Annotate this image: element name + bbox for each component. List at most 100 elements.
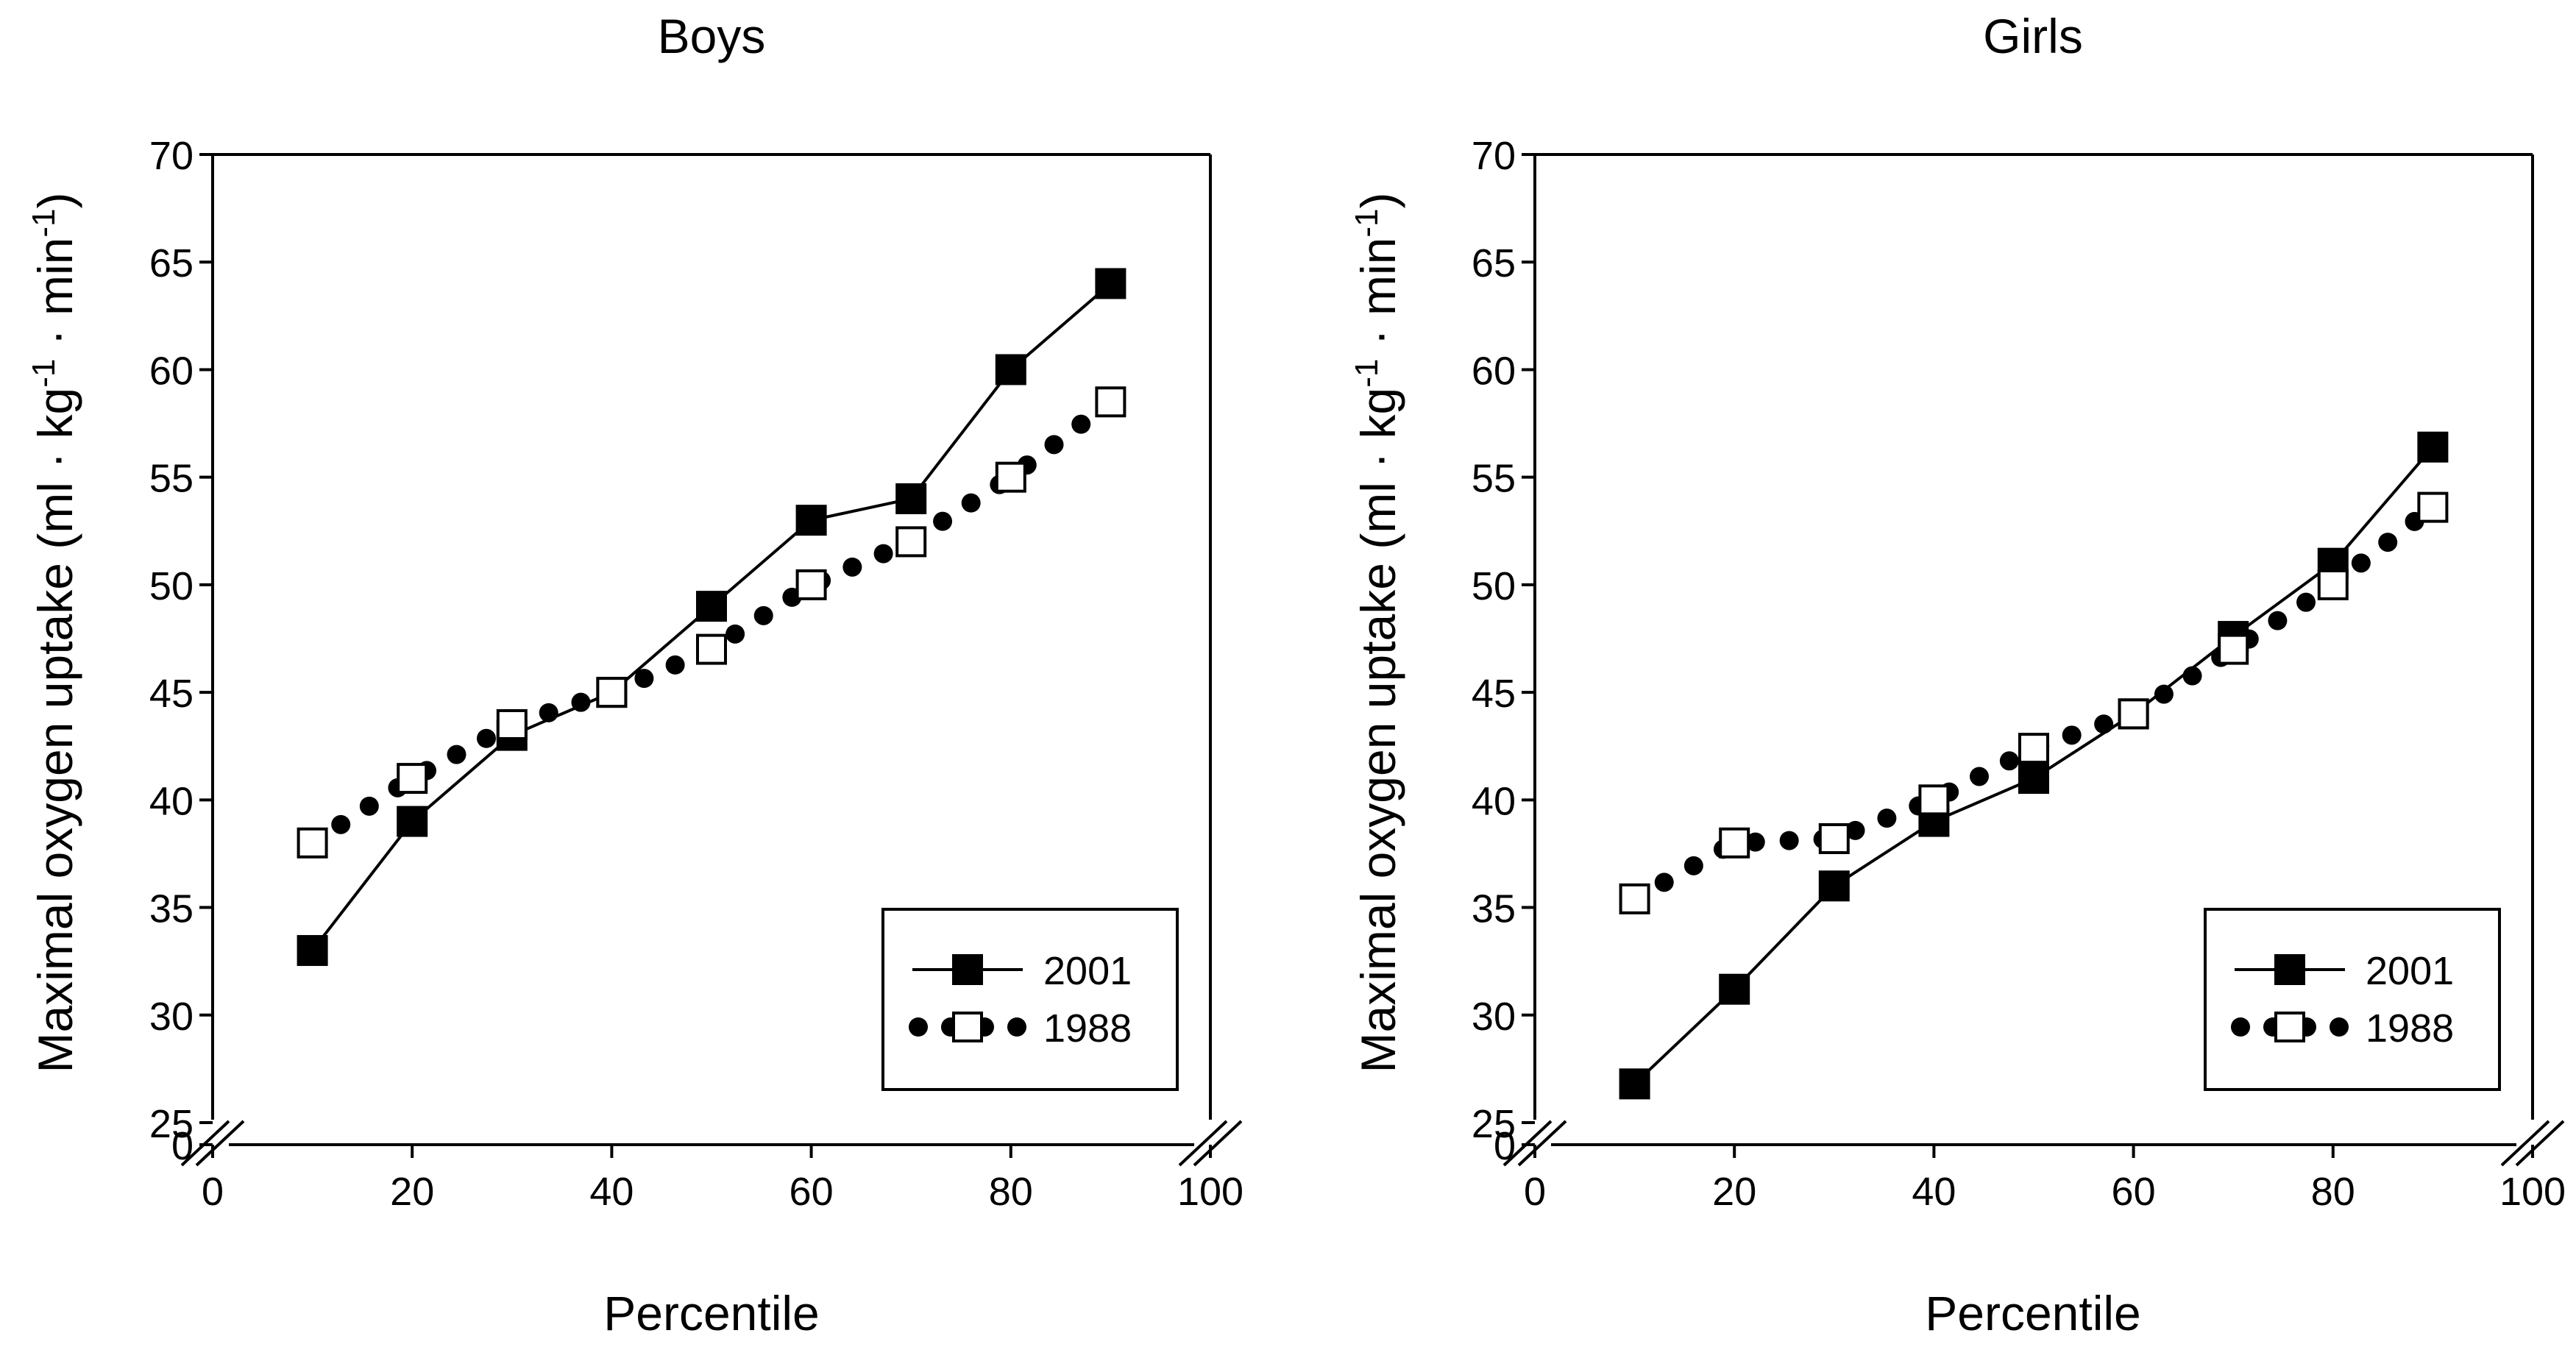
y-tick-label: 0 <box>171 1124 194 1168</box>
y-axis-title-main: Maximal oxygen uptake (ml · kg <box>28 388 82 1073</box>
series-dot-1988 <box>476 728 496 748</box>
data-point-2001 <box>1095 268 1126 299</box>
y-tick-label: 35 <box>149 887 194 931</box>
y-tick-label: 40 <box>149 779 194 823</box>
chart-title: Girls <box>1983 9 2083 63</box>
legend-marker-1988 <box>952 1012 983 1042</box>
y-tick-label: 45 <box>1472 672 1516 716</box>
data-point-2001 <box>1619 1068 1650 1100</box>
data-point-1988 <box>596 677 628 708</box>
series-dot-1988 <box>1683 856 1703 875</box>
legend-dot-1988 <box>909 1017 928 1037</box>
axis-break-mark <box>1517 1120 1567 1167</box>
series-dot-1988 <box>447 744 466 764</box>
x-tick-label: 60 <box>2112 1170 2156 1214</box>
y-tick-label: 60 <box>149 349 194 393</box>
series-dot-1988 <box>2378 533 2398 552</box>
axis-break-mark <box>2500 1120 2550 1167</box>
legend-box <box>881 908 1179 1091</box>
chart-title: Boys <box>658 9 766 63</box>
legend-marker-1988 <box>2274 1012 2305 1042</box>
series-dot-1988 <box>2062 725 2082 745</box>
axis-break-mark <box>2515 1120 2565 1167</box>
series-dot-1988 <box>634 669 654 689</box>
series-dot-1988 <box>1654 872 1674 892</box>
series-dot-1988 <box>842 557 862 577</box>
legend-dot-1988 <box>2231 1017 2250 1037</box>
series-dot-1988 <box>933 511 953 531</box>
axis-break-mark <box>1193 1120 1243 1167</box>
y-tick-label: 65 <box>149 241 194 285</box>
plot-area-girls: 25 30 35 40 45 50 55 60 65 70 00 20 40 60 80 100 2001 198… <box>1472 134 2566 1214</box>
series-dot-1988 <box>753 605 773 625</box>
data-point-2001 <box>995 354 1026 385</box>
data-point-1988 <box>1619 883 1650 914</box>
series-dot-1988 <box>2296 592 2316 612</box>
y-tick-label: 45 <box>149 672 194 716</box>
data-point-2001 <box>397 806 428 837</box>
data-point-1988 <box>2218 633 2249 665</box>
data-point-1988 <box>397 763 428 795</box>
y-tick-label: 65 <box>1472 241 1516 285</box>
x-tick-label: 60 <box>790 1170 834 1214</box>
plot-area-boys: 25 30 35 40 45 50 55 60 65 70 00 20 40 60 80 100 2001 198… <box>149 134 1243 1214</box>
y-tick-label: 30 <box>149 995 194 1039</box>
data-point-2001 <box>1719 973 1750 1005</box>
data-point-1988 <box>1719 827 1750 859</box>
data-point-2001 <box>297 935 328 967</box>
series-dot-1988 <box>571 692 591 712</box>
legend-marker-2001 <box>2274 954 2305 985</box>
data-point-2001 <box>696 591 727 622</box>
legend-dot-1988 <box>1007 1017 1026 1037</box>
y-axis-title-main: Maximal oxygen uptake (ml · kg <box>1351 388 1405 1073</box>
series-dot-1988 <box>1071 414 1091 434</box>
y-tick-label: 50 <box>1472 564 1516 608</box>
series-dot-1988 <box>2268 611 2288 630</box>
series-dot-1988 <box>961 493 981 513</box>
y-axis-title-end: ) <box>1351 193 1405 209</box>
data-point-1988 <box>496 708 528 740</box>
y-axis-title: Maximal oxygen uptake (ml · kg-1 · min-1… <box>26 193 82 1073</box>
series-dot-1988 <box>665 655 685 675</box>
x-tick-label: 100 <box>2499 1170 2566 1214</box>
y-axis-title-sup2: -1 <box>1349 209 1385 238</box>
series-dot-1988 <box>1044 435 1064 455</box>
data-point-1988 <box>2018 733 2049 764</box>
y-tick-label: 25 <box>1472 1102 1516 1146</box>
x-tick-label: 40 <box>1912 1170 1956 1214</box>
series-dot-1988 <box>2094 714 2114 734</box>
y-axis-title-sup2: -1 <box>26 209 62 238</box>
x-tick-label: 20 <box>390 1170 434 1214</box>
y-axis-title-sup1: -1 <box>1349 359 1385 388</box>
series-dot-1988 <box>725 624 745 644</box>
legend-label-2001: 2001 <box>1043 949 1132 993</box>
y-tick-label: 30 <box>1472 995 1516 1039</box>
data-point-1988 <box>1818 822 1850 854</box>
series-dot-1988 <box>1877 808 1897 828</box>
data-point-2001 <box>795 505 827 536</box>
y-tick-label: 25 <box>149 1102 194 1146</box>
y-tick-label: 40 <box>1472 779 1516 823</box>
chart-boys: Boys Percentile Maximal oxygen uptake (m… <box>26 9 1243 1340</box>
y-axis-title: Maximal oxygen uptake (ml · kg-1 · min-1… <box>1349 193 1405 1073</box>
x-tick-label: 20 <box>1712 1170 1756 1214</box>
data-point-1988 <box>895 526 927 558</box>
data-point-1988 <box>795 569 827 600</box>
data-point-1988 <box>696 633 727 665</box>
x-axis-title: Percentile <box>1925 1286 2141 1340</box>
y-axis-title-mid: · min <box>1351 238 1405 359</box>
series-dot-1988 <box>1779 831 1799 850</box>
y-tick-label: 55 <box>149 457 194 501</box>
x-tick-label: 40 <box>589 1170 634 1214</box>
series-dot-1988 <box>2182 666 2202 686</box>
axis-break-mark <box>1178 1120 1228 1167</box>
x-tick-label: 80 <box>989 1170 1033 1214</box>
series-dot-1988 <box>539 703 558 722</box>
data-point-1988 <box>2417 491 2449 523</box>
y-tick-label: 60 <box>1472 349 1516 393</box>
series-dot-1988 <box>2154 684 2174 704</box>
x-axis-title: Percentile <box>603 1286 820 1340</box>
data-point-1988 <box>1918 784 1950 816</box>
legend-marker-2001 <box>952 954 983 985</box>
